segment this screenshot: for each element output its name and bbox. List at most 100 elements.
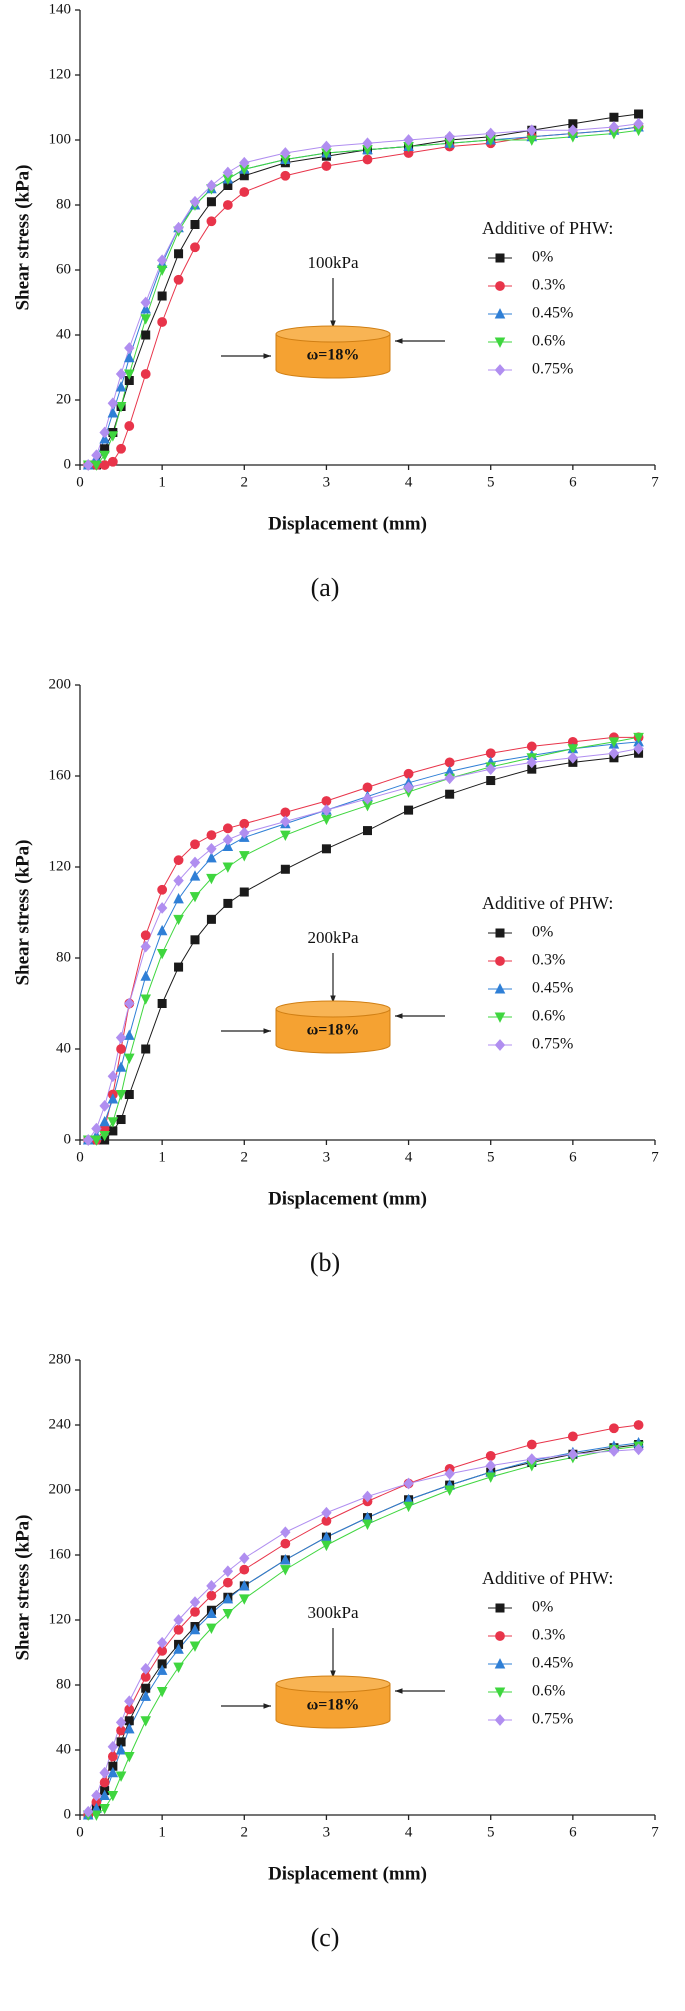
data-point bbox=[91, 1122, 102, 1135]
data-point bbox=[189, 870, 201, 881]
data-point bbox=[189, 1641, 201, 1652]
data-point bbox=[633, 1443, 644, 1456]
data-point bbox=[321, 796, 332, 806]
data-point bbox=[123, 1752, 135, 1763]
data-point bbox=[608, 1445, 620, 1457]
data-point bbox=[189, 1596, 201, 1608]
x-tick-label: 1 bbox=[158, 1824, 166, 1840]
data-point bbox=[444, 1467, 455, 1480]
legend-label: 0.45% bbox=[532, 1655, 573, 1672]
data-point bbox=[140, 1662, 151, 1675]
data-point bbox=[107, 431, 119, 442]
data-point bbox=[157, 998, 167, 1008]
data-point bbox=[190, 242, 200, 253]
data-point bbox=[280, 815, 291, 828]
data-point bbox=[157, 291, 167, 301]
legend-marker bbox=[495, 956, 505, 966]
data-point bbox=[124, 421, 135, 431]
data-point bbox=[633, 742, 644, 755]
data-point bbox=[280, 864, 290, 874]
data-point bbox=[173, 274, 184, 285]
data-point bbox=[124, 997, 135, 1010]
y-tick-label: 100 bbox=[49, 131, 72, 147]
legend-label: 0.75% bbox=[532, 1036, 573, 1053]
legend-label: 0.6% bbox=[532, 1008, 565, 1025]
data-point bbox=[140, 1690, 152, 1701]
data-point bbox=[140, 314, 152, 325]
data-point bbox=[222, 1593, 234, 1604]
series-line bbox=[87, 126, 639, 466]
specimen-top bbox=[275, 325, 391, 343]
data-point bbox=[608, 737, 620, 748]
legend-label: 0.45% bbox=[532, 305, 573, 322]
legend-marker bbox=[494, 983, 506, 994]
data-point bbox=[239, 156, 250, 169]
data-point bbox=[321, 161, 332, 171]
x-tick-label: 6 bbox=[569, 1149, 577, 1165]
data-point bbox=[115, 1090, 127, 1101]
data-point bbox=[404, 805, 414, 815]
data-point bbox=[173, 892, 184, 904]
data-point bbox=[115, 1716, 127, 1729]
data-point bbox=[124, 1090, 134, 1100]
legend-label: 0% bbox=[532, 924, 553, 941]
series-line bbox=[88, 126, 639, 466]
data-point bbox=[107, 1766, 119, 1778]
data-point bbox=[107, 1093, 119, 1104]
legend-marker bbox=[495, 1603, 505, 1613]
data-point bbox=[444, 772, 455, 785]
data-point bbox=[174, 962, 184, 972]
data-point bbox=[140, 970, 152, 981]
data-point bbox=[321, 844, 331, 854]
series-line bbox=[88, 752, 639, 1141]
series-line bbox=[88, 129, 639, 466]
data-point bbox=[115, 368, 127, 380]
data-point bbox=[280, 147, 291, 159]
data-point bbox=[526, 1453, 537, 1465]
data-point bbox=[189, 195, 201, 208]
data-point bbox=[222, 833, 234, 846]
data-point bbox=[526, 1439, 537, 1450]
x-tick-label: 0 bbox=[76, 474, 84, 490]
data-point bbox=[222, 166, 234, 179]
data-point bbox=[633, 732, 644, 744]
data-point bbox=[115, 1061, 127, 1072]
data-point bbox=[116, 1115, 126, 1125]
data-point bbox=[206, 842, 217, 855]
data-point bbox=[403, 781, 414, 794]
data-point bbox=[362, 137, 373, 150]
moisture-label: ω=18% bbox=[307, 347, 360, 364]
data-point bbox=[123, 351, 135, 363]
data-point bbox=[239, 1552, 250, 1565]
data-point bbox=[238, 851, 250, 862]
data-point bbox=[99, 1115, 110, 1127]
legend-title: Additive of PHW: bbox=[482, 893, 613, 913]
data-point bbox=[222, 823, 233, 834]
data-point bbox=[123, 1723, 135, 1734]
data-point bbox=[206, 852, 217, 863]
y-tick-label: 40 bbox=[56, 1741, 71, 1757]
y-tick-label: 240 bbox=[49, 1416, 72, 1432]
data-point bbox=[280, 1526, 291, 1539]
load-label: 200kPa bbox=[308, 928, 359, 947]
x-tick-label: 4 bbox=[405, 474, 413, 490]
data-point bbox=[173, 855, 184, 866]
data-point bbox=[99, 433, 110, 444]
arrow-head bbox=[263, 1703, 271, 1709]
x-tick-label: 3 bbox=[323, 1149, 331, 1165]
data-point bbox=[107, 397, 119, 410]
x-tick-label: 3 bbox=[323, 474, 331, 490]
data-point bbox=[280, 1565, 291, 1576]
data-point bbox=[362, 826, 372, 836]
y-tick-label: 160 bbox=[49, 1546, 72, 1562]
data-point bbox=[156, 1636, 168, 1649]
data-point bbox=[99, 460, 110, 470]
legend-title: Additive of PHW: bbox=[482, 1568, 613, 1588]
y-tick-label: 140 bbox=[49, 1, 72, 17]
data-point bbox=[99, 1789, 110, 1800]
data-point bbox=[190, 935, 200, 945]
data-point bbox=[115, 381, 127, 392]
caption: (a) bbox=[311, 573, 340, 602]
data-point bbox=[526, 756, 537, 769]
data-point bbox=[362, 154, 373, 165]
